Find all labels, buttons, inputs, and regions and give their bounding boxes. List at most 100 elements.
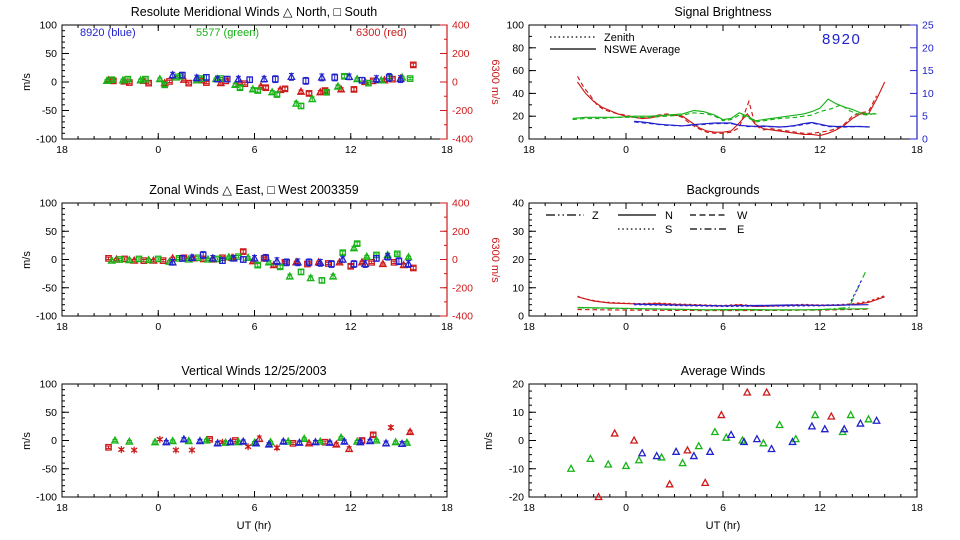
svg-text:12: 12: [814, 502, 826, 514]
zonal-ylabel: m/s: [21, 251, 33, 269]
series-8920-nswe-average: [634, 120, 869, 128]
svg-text:-200: -200: [452, 282, 473, 294]
svg-text:18: 18: [911, 321, 923, 333]
svg-text:40: 40: [512, 88, 524, 100]
legend-8920-blue: 8920 (blue): [80, 27, 136, 39]
series-8920-s: [634, 279, 863, 307]
vertical-ylabel: m/s: [21, 432, 33, 450]
svg-text:18: 18: [56, 502, 68, 514]
svg-text:6: 6: [252, 321, 258, 333]
average-ylabel: m/s: [483, 432, 495, 450]
svg-text:12: 12: [814, 321, 826, 333]
panel-vertical-points-green: [110, 432, 412, 446]
svg-text:12: 12: [345, 144, 357, 156]
panel-vertical-points-blue: [161, 434, 407, 448]
svg-text:-50: -50: [42, 105, 57, 117]
svg-text:0: 0: [452, 254, 458, 266]
svg-text:200: 200: [452, 226, 470, 238]
zenith-legend-label: Zenith: [604, 32, 635, 44]
svg-text:-200: -200: [452, 105, 473, 117]
svg-text:400: 400: [452, 198, 470, 210]
svg-text:12: 12: [345, 502, 357, 514]
svg-text:0: 0: [51, 77, 57, 89]
svg-text:100: 100: [39, 198, 57, 210]
panel-meridional-points-blue: [168, 70, 405, 85]
svg-text:6: 6: [252, 502, 258, 514]
meridional-right-ylabel: 6300 m/s: [489, 59, 501, 105]
svg-text:20: 20: [512, 379, 524, 391]
svg-text:100: 100: [39, 20, 57, 32]
vertical-xlabel: UT (hr): [237, 520, 272, 532]
svg-text:18: 18: [56, 321, 68, 333]
svg-text:40: 40: [512, 198, 524, 210]
svg-text:0: 0: [518, 311, 524, 323]
series-8920-n: [634, 303, 869, 307]
svg-text:18: 18: [441, 144, 453, 156]
svg-text:0: 0: [155, 502, 161, 514]
svg-text:18: 18: [523, 144, 535, 156]
brightness-8920-annotation: 8920: [822, 31, 861, 48]
svg-text:18: 18: [441, 321, 453, 333]
svg-text:6: 6: [720, 144, 726, 156]
legend-5577-green: 5577 (green): [196, 27, 259, 39]
svg-text:18: 18: [523, 502, 535, 514]
panel-brightness-series: [572, 76, 886, 137]
z-legend-label: Z: [592, 210, 599, 222]
panel-zonal-points-green: [107, 240, 413, 284]
svg-text:0: 0: [155, 321, 161, 333]
svg-text:0: 0: [518, 435, 524, 447]
panel-zonal-points-blue: [168, 251, 413, 268]
svg-text:-10: -10: [509, 463, 524, 475]
svg-text:20: 20: [512, 111, 524, 123]
e-legend-label: E: [737, 224, 744, 236]
svg-text:100: 100: [506, 20, 524, 32]
n-legend-label: N: [665, 210, 673, 222]
meridional-ylabel: m/s: [21, 73, 33, 91]
svg-text:18: 18: [441, 502, 453, 514]
panel-vertical-points-red: [105, 424, 415, 454]
svg-text:6: 6: [720, 502, 726, 514]
svg-text:50: 50: [45, 407, 57, 419]
svg-text:0: 0: [51, 435, 57, 447]
svg-text:20: 20: [922, 42, 934, 54]
average-title: Average Winds: [681, 364, 766, 378]
svg-text:18: 18: [56, 144, 68, 156]
svg-text:0: 0: [623, 321, 629, 333]
svg-text:-50: -50: [42, 282, 57, 294]
svg-text:-100: -100: [36, 311, 57, 323]
svg-text:-400: -400: [452, 134, 473, 146]
svg-text:6: 6: [252, 144, 258, 156]
svg-text:30: 30: [512, 226, 524, 238]
zonal-title: Zonal Winds △ East, □ West 2003359: [149, 183, 358, 197]
vertical-title: Vertical Winds 12/25/2003: [181, 364, 326, 378]
nswe-average-legend-label: NSWE Average: [604, 44, 680, 56]
svg-text:0: 0: [51, 254, 57, 266]
svg-text:18: 18: [523, 321, 535, 333]
svg-text:0: 0: [922, 134, 928, 146]
panel-meridional-points-green: [102, 72, 414, 110]
legend-6300-red: 6300 (red): [356, 27, 407, 39]
svg-text:200: 200: [452, 48, 470, 60]
series-5577-nswe-average: [572, 98, 877, 122]
svg-text:5: 5: [922, 111, 928, 123]
svg-text:80: 80: [512, 42, 524, 54]
meridional-title: Resolute Meridional Winds △ North, □ Sou…: [131, 5, 377, 19]
svg-text:6: 6: [720, 321, 726, 333]
svg-text:400: 400: [452, 20, 470, 32]
svg-text:50: 50: [45, 226, 57, 238]
svg-text:-20: -20: [509, 492, 524, 504]
svg-text:25: 25: [922, 20, 934, 32]
svg-text:18: 18: [911, 502, 923, 514]
panel-average-points-red: [594, 387, 836, 501]
zonal-right-ylabel: 6300 m/s: [489, 237, 501, 283]
svg-text:0: 0: [155, 144, 161, 156]
brightness-title: Signal Brightness: [674, 5, 771, 19]
